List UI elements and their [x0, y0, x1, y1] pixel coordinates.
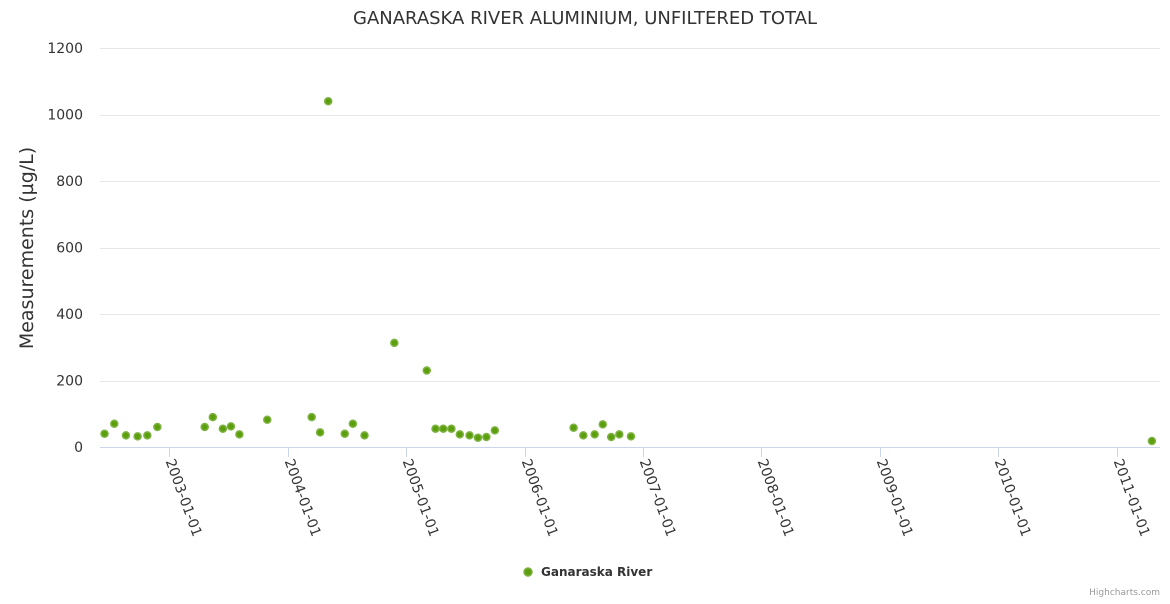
data-point[interactable]: [263, 415, 272, 424]
data-point[interactable]: [598, 420, 608, 429]
chart-title: GANARASKA RIVER ALUMINIUM, UNFILTERED TO…: [353, 8, 817, 29]
data-point[interactable]: [315, 428, 325, 437]
data-point[interactable]: [360, 431, 369, 440]
x-axis-ticks: 2003-01-01 2004-01-01 2005-01-01 2006-01-01…: [162, 447, 1153, 539]
data-point[interactable]: [439, 424, 448, 433]
x-tick-label: 2008-01-01: [754, 457, 797, 539]
y-tick-label: 800: [56, 174, 83, 190]
data-point[interactable]: [626, 432, 636, 441]
legend[interactable]: Ganaraska River: [523, 565, 652, 579]
data-point[interactable]: [307, 412, 316, 422]
x-tick-label: 2010-01-01: [991, 457, 1034, 539]
credits-link[interactable]: Highcharts.com: [1089, 588, 1160, 598]
legend-marker: [523, 567, 533, 577]
data-point[interactable]: [465, 431, 474, 440]
data-point[interactable]: [422, 366, 432, 375]
data-point[interactable]: [226, 422, 236, 431]
data-point[interactable]: [569, 423, 578, 432]
y-axis-label: Measurements (µg/L): [16, 147, 38, 349]
data-point[interactable]: [110, 419, 119, 428]
data-point[interactable]: [447, 424, 456, 433]
data-point[interactable]: [323, 96, 333, 106]
data-point[interactable]: [100, 429, 109, 438]
data-point[interactable]: [390, 338, 399, 348]
data-point[interactable]: [490, 426, 500, 435]
data-point[interactable]: [606, 432, 616, 442]
data-point[interactable]: [431, 424, 440, 433]
data-point[interactable]: [133, 432, 142, 441]
y-tick-label: 600: [56, 241, 83, 257]
x-tick-label: 2004-01-01: [281, 457, 324, 539]
data-point[interactable]: [482, 432, 491, 442]
data-point[interactable]: [590, 430, 599, 439]
data-point[interactable]: [235, 430, 244, 439]
x-tick-label: 2009-01-01: [873, 457, 916, 539]
data-point[interactable]: [348, 419, 358, 428]
x-tick-label: 2005-01-01: [399, 457, 442, 539]
y-tick-label: 1200: [47, 41, 83, 57]
x-tick-label: 2011-01-01: [1110, 457, 1153, 539]
legend-item-ganaraska-river[interactable]: Ganaraska River: [541, 565, 652, 579]
y-tick-label: 200: [56, 374, 83, 390]
data-point[interactable]: [121, 431, 131, 440]
x-tick-label: 2003-01-01: [162, 457, 205, 539]
data-point[interactable]: [143, 431, 152, 440]
y-axis-ticks: 0 200 400 600 800 1000 1200: [47, 41, 83, 456]
data-point[interactable]: [473, 433, 483, 442]
x-tick-label: 2006-01-01: [518, 457, 561, 539]
series-points: [100, 96, 1157, 446]
y-tick-label: 0: [74, 440, 83, 456]
data-point[interactable]: [455, 430, 465, 439]
data-point[interactable]: [200, 422, 209, 432]
data-point[interactable]: [218, 424, 228, 433]
y-tick-label: 400: [56, 307, 83, 323]
grid-layer: [100, 48, 1160, 448]
x-tick-label: 2007-01-01: [636, 457, 679, 539]
data-point[interactable]: [615, 430, 624, 439]
data-point[interactable]: [579, 431, 588, 440]
data-point[interactable]: [208, 412, 218, 422]
data-point[interactable]: [340, 429, 349, 438]
y-tick-label: 1000: [47, 108, 83, 124]
data-point[interactable]: [153, 422, 162, 432]
data-point[interactable]: [1147, 436, 1157, 446]
